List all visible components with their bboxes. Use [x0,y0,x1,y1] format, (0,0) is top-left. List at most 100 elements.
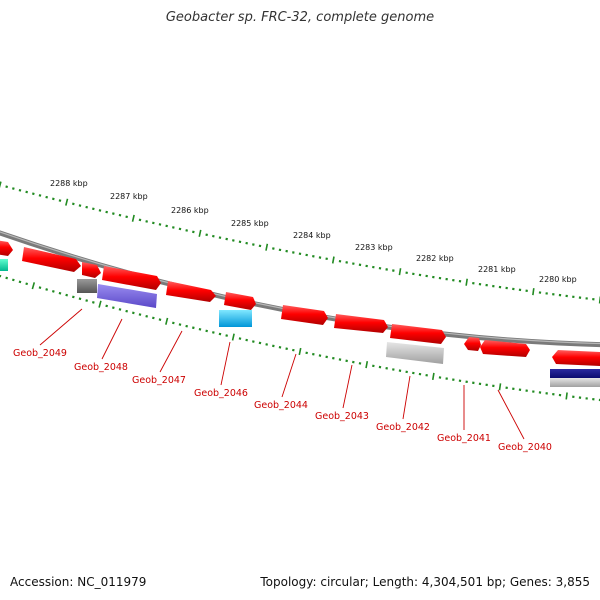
major-tick [465,278,468,286]
gene-label: Geob_2044 [254,400,308,411]
gene-label: Geob_2043 [315,411,369,422]
kbp-label: 2281 kbp [478,265,516,274]
minor-tick [105,210,108,214]
label-leader-line [39,308,83,346]
minor-tick [18,188,22,192]
major-tick [298,347,302,356]
label-leader-line [220,341,231,386]
minor-tick [118,213,122,217]
gene-arrow [480,340,530,357]
feature-box-darkgray [77,279,97,293]
major-tick [131,214,135,222]
feature-box-teal [0,259,8,271]
kbp-labels: 2288 kbp 2287 kbp 2286 kbp 2285 kbp 2284 kbp… [50,179,577,284]
major-tick [431,372,435,380]
kbp-label: 2280 kbp [539,275,577,284]
label-leader-line [101,318,123,360]
minor-tick [125,215,128,219]
gene-arrow [281,305,328,325]
minor-tick [151,316,155,320]
map-title: Geobacter sp. FRC-32, complete genome [165,10,435,25]
gene-arrow [390,324,446,344]
minor-tick [25,190,29,194]
minor-tick [172,321,175,325]
minor-tick [92,207,95,211]
major-tick [31,282,36,290]
minor-tick [51,290,55,293]
minor-tick [118,308,122,311]
kbp-label: 2282 kbp [416,254,454,263]
minor-tick [11,278,15,282]
label-leader-line [342,364,353,409]
gene-label: Geob_2042 [376,422,430,433]
forward-genes [0,240,600,366]
label-leader-line [159,330,183,373]
feature-box-gray [550,378,600,387]
minor-tick [45,195,49,199]
minor-tick [198,328,202,331]
minor-tick [91,301,95,304]
kbp-label: 2283 kbp [355,243,393,252]
minor-tick [78,297,82,301]
kbp-label: 2288 kbp [50,179,88,188]
major-tick [565,392,568,400]
gene-label: Geob_2047 [132,375,186,386]
major-tick [0,181,2,189]
minor-tick [38,194,42,197]
minor-tick [98,209,102,212]
gene-arrow [166,281,216,302]
minor-tick [125,309,129,313]
gene-arrow [464,337,481,351]
gene-arrow [552,350,600,366]
minor-tick [185,324,188,328]
inner-tick-arc [0,274,600,402]
label-leader-line [497,389,525,440]
minor-tick [11,187,15,190]
major-tick [98,300,102,308]
minor-tick [58,291,62,295]
major-tick [398,268,402,276]
outer-tick-arc [0,181,600,304]
minor-tick [138,313,142,316]
major-tick [265,243,269,251]
feature-box-gray [386,342,444,364]
minor-tick [45,288,49,291]
label-leader-line [402,375,411,420]
gene-arrow [22,247,81,272]
feature-box-purple [97,284,157,308]
minor-tick [112,212,115,215]
minor-tick [38,286,42,289]
label-leader-line [281,353,297,398]
minor-tick [192,326,195,330]
minor-tick [65,293,69,297]
minor-tick [158,318,162,321]
minor-tick [25,282,29,286]
gene-arrow [224,292,256,310]
feature-box-cyan [219,310,252,327]
minor-tick [111,306,115,310]
major-tick [65,198,69,206]
minor-tick [85,205,88,209]
other-features [0,259,600,387]
minor-tick [72,202,75,206]
gene-arrow [102,266,161,290]
gene-arrow [334,314,388,333]
major-tick [498,383,502,391]
minor-tick [5,185,9,189]
topology-text: Topology: circular; Length: 4,304,501 bp… [260,575,590,589]
kbp-label: 2287 kbp [110,192,148,201]
minor-tick [85,299,89,302]
gene-label: Geob_2048 [74,362,128,373]
minor-tick [5,276,9,280]
minor-tick [105,304,109,308]
minor-tick [145,314,149,318]
major-tick [532,288,535,296]
minor-tick [131,311,135,315]
minor-tick [58,199,62,202]
major-tick [165,317,169,325]
kbp-label: 2286 kbp [171,206,209,215]
kbp-label: 2284 kbp [293,231,331,240]
minor-tick [205,329,208,333]
minor-tick [51,197,55,201]
minor-tick [31,192,35,196]
